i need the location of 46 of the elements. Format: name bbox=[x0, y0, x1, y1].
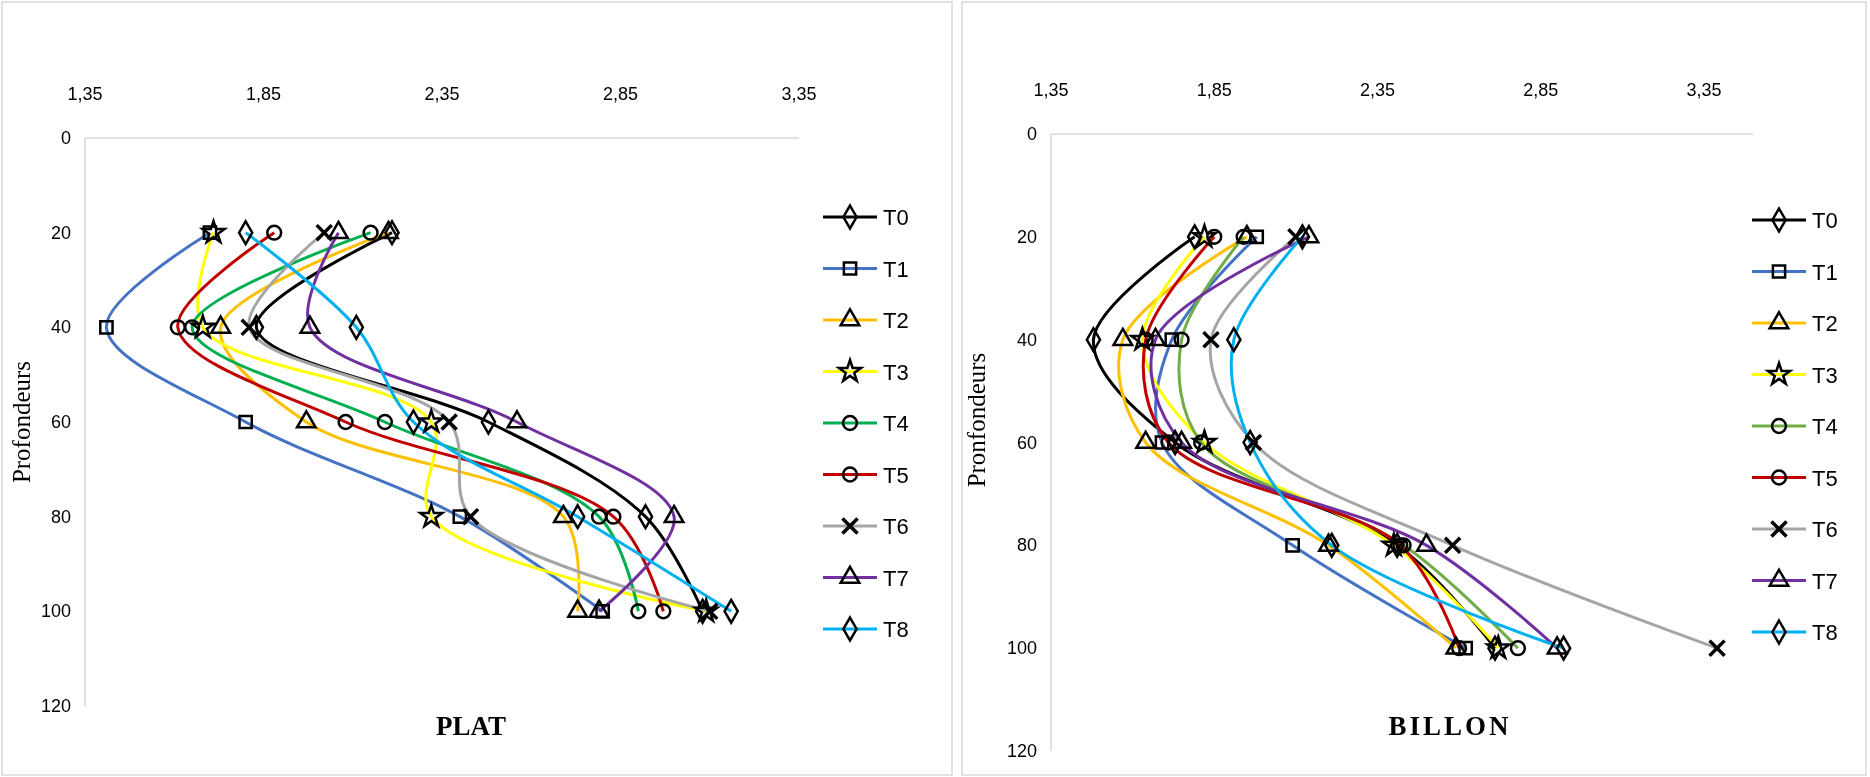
legend-label: T7 bbox=[883, 565, 909, 591]
legend-label: T1 bbox=[883, 256, 909, 282]
legend-label: T5 bbox=[1812, 465, 1838, 491]
legend-label: T2 bbox=[1812, 311, 1838, 336]
legend-label: T1 bbox=[1812, 259, 1838, 285]
x-tick-label: 1,85 bbox=[245, 84, 282, 104]
legend-label: T0 bbox=[1812, 208, 1838, 233]
y-tick-label: 20 bbox=[50, 222, 71, 243]
y-tick-label: 100 bbox=[1006, 638, 1037, 659]
y-axis-title: Profondeurs bbox=[8, 360, 35, 484]
x-tick-label: 3,35 bbox=[781, 84, 817, 104]
legend-label: T3 bbox=[883, 359, 909, 385]
legend-label: T2 bbox=[883, 308, 909, 333]
legend-label: T4 bbox=[883, 411, 909, 436]
x-tick-label: 1,35 bbox=[67, 84, 103, 104]
legend-label: T5 bbox=[883, 462, 909, 488]
legend-label: T8 bbox=[1812, 620, 1838, 645]
y-tick-label: 100 bbox=[40, 601, 71, 622]
y-tick-label: 40 bbox=[50, 317, 71, 338]
y-tick-label: 20 bbox=[1016, 226, 1037, 247]
x-tick-label: 2,85 bbox=[1523, 80, 1559, 100]
legend-label: T6 bbox=[883, 514, 909, 539]
y-tick-label: 0 bbox=[1026, 124, 1037, 144]
x-tick-label: 1,35 bbox=[1033, 80, 1069, 100]
y-tick-label: 60 bbox=[50, 412, 71, 432]
text: PLAT bbox=[435, 711, 507, 741]
legend-label: T7 bbox=[1812, 568, 1838, 594]
legend-label: T3 bbox=[1812, 362, 1838, 388]
y-tick-label: 80 bbox=[50, 506, 71, 527]
y-tick-label: 80 bbox=[1016, 535, 1037, 556]
x-tick-label: 1,85 bbox=[1196, 80, 1232, 100]
legend-label: T0 bbox=[883, 205, 909, 230]
legend-label: T4 bbox=[1812, 414, 1838, 439]
y-tick-label: 40 bbox=[1016, 329, 1037, 350]
x-tick-label: 2,35 bbox=[1359, 80, 1396, 100]
legend-label: T6 bbox=[1812, 517, 1838, 542]
y-tick-label: 120 bbox=[1006, 741, 1037, 761]
x-tick-label: 2,85 bbox=[602, 84, 639, 104]
legend-label: T8 bbox=[883, 617, 909, 642]
x-tick-label: 2,35 bbox=[424, 84, 460, 104]
y-tick-label: 120 bbox=[40, 696, 71, 716]
text: BILLON bbox=[1388, 711, 1512, 741]
y-tick-label: 0 bbox=[60, 128, 71, 148]
y-tick-label: 60 bbox=[1016, 432, 1037, 453]
x-tick-label: 3,35 bbox=[1686, 80, 1722, 100]
y-axis-title: Pronfondeurs bbox=[963, 352, 990, 488]
